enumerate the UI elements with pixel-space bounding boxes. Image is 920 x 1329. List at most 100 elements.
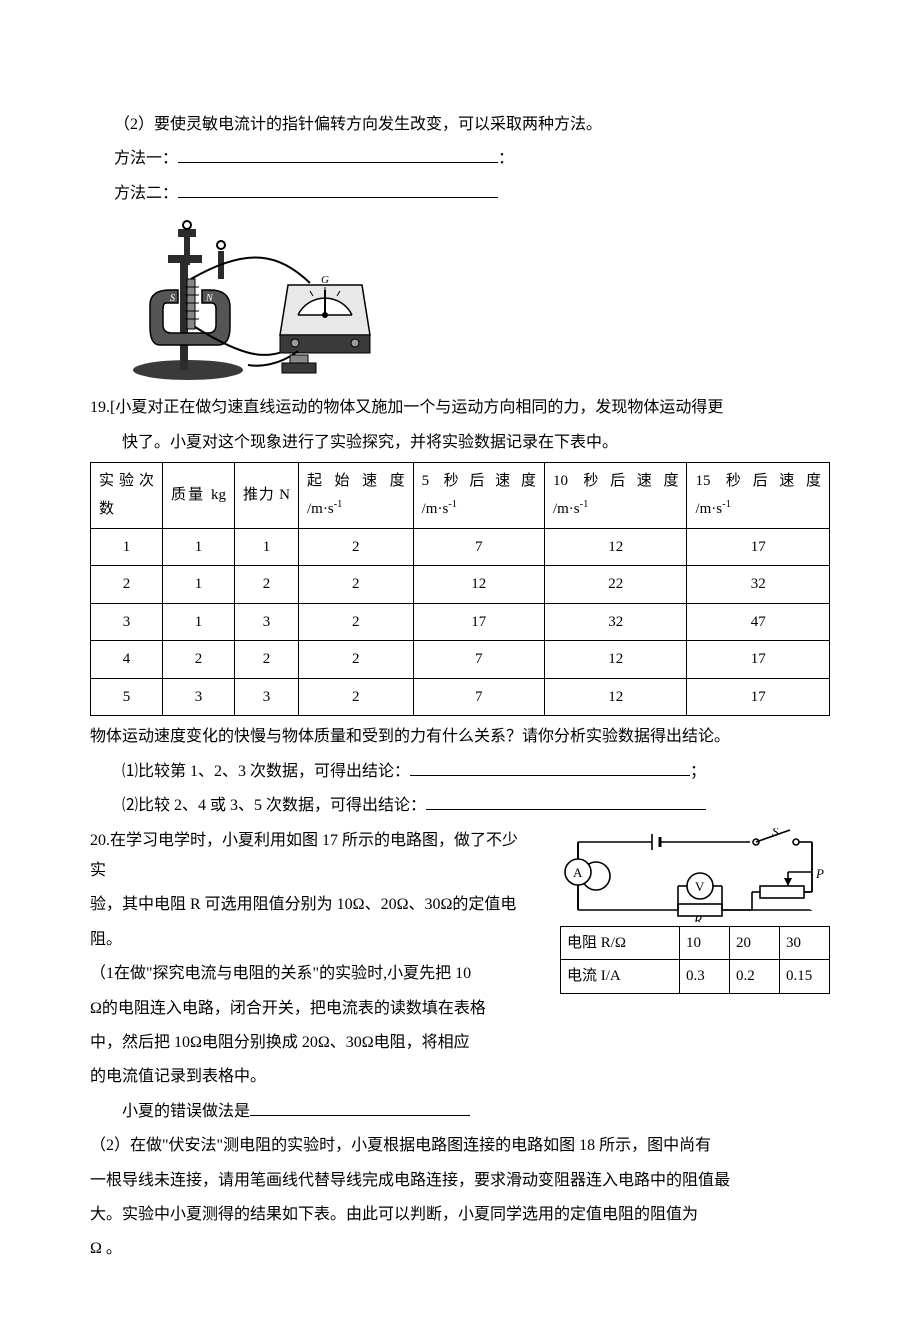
slider-p-label: P — [815, 866, 824, 881]
col-v10: 10 秒后速度 /m·s-1 — [544, 462, 687, 528]
table-cell: 2 — [235, 566, 299, 604]
small-table-cell: 20 — [730, 926, 780, 960]
q20-part2-b: 一根导线未连接，请用笔画线代替导线完成电路连接，要求滑动变阻器连入电路中的阻值最 — [90, 1166, 830, 1196]
q20-small-table: 电阻 R/Ω 10 20 30 电流 I/A 0.3 0.2 0.15 — [560, 926, 830, 994]
q20-part1-d: 的电流值记录到表格中。 — [90, 1062, 520, 1092]
q19-sub2-label: ⑵比较 2、4 或 3、5 次数据，可得出结论： — [122, 797, 426, 814]
table-cell: 17 — [413, 603, 544, 641]
table-cell: 17 — [687, 678, 830, 716]
col-v5: 5 秒后速度 /m·s-1 — [413, 462, 544, 528]
table-cell: 12 — [413, 566, 544, 604]
table-cell: 1 — [235, 528, 299, 566]
table-cell: 2 — [91, 566, 163, 604]
table-row: 111271217 — [91, 528, 830, 566]
table-cell: 1 — [163, 603, 235, 641]
q20-part1-b: Ω的电阻连入电路，闭合开关，把电流表的读数填在表格 — [90, 994, 520, 1024]
q20-part1-err-blank[interactable] — [250, 1100, 470, 1116]
q18-method2-blank[interactable] — [178, 182, 498, 198]
q20-side-panel: A V — [560, 828, 830, 994]
table-cell: 3 — [235, 678, 299, 716]
table-cell: 2 — [299, 566, 414, 604]
q19-question-text: 物体运动速度变化的快慢与物体质量和受到的力有什么关系？请你分析实验数据得出结论。 — [90, 722, 830, 752]
small-table-cell: 30 — [780, 926, 830, 960]
q20-part1-a: （1在做"探究电流与电阻的关系"的实验时,小夏先把 10 — [90, 959, 520, 989]
magnet-n-label: N — [205, 293, 214, 304]
q19-sub1-blank[interactable] — [410, 760, 690, 776]
q20-part2-d: Ω 。 — [90, 1234, 830, 1264]
q20-part1-c: 中，然后把 10Ω电阻分别换成 20Ω、30Ω电阻，将相应 — [90, 1028, 520, 1058]
small-table-cell: 10 — [680, 926, 730, 960]
table-cell: 32 — [687, 566, 830, 604]
small-table-cell: 0.15 — [780, 960, 830, 994]
table-cell: 4 — [91, 641, 163, 679]
table-cell: 22 — [544, 566, 687, 604]
q18-part2-text: （2）要使灵敏电流计的指针偏转方向发生改变，可以采取两种方法。 — [90, 110, 830, 140]
col-force: 推力 N — [235, 462, 299, 528]
small-table-r-label: 电阻 R/Ω — [561, 926, 680, 960]
table-cell: 17 — [687, 641, 830, 679]
table-row: 2122122232 — [91, 566, 830, 604]
table-cell: 2 — [235, 641, 299, 679]
table-cell: 2 — [163, 641, 235, 679]
table-cell: 2 — [299, 678, 414, 716]
magnet-s-label: S — [170, 293, 175, 304]
q20-circuit-figure: A V — [560, 828, 830, 922]
q18-method1-tail: ： — [498, 150, 514, 167]
table-cell: 17 — [687, 528, 830, 566]
table-cell: 3 — [91, 603, 163, 641]
q20-line3: 阻。 — [90, 925, 520, 955]
col-mass: 质量 kg — [163, 462, 235, 528]
q20-part1-err-line: 小夏的错误做法是 — [90, 1097, 830, 1127]
small-table-i-label: 电流 I/A — [561, 960, 680, 994]
table-cell: 3 — [235, 603, 299, 641]
voltmeter-label: V — [695, 879, 705, 894]
table-cell: 7 — [413, 641, 544, 679]
q19-sub1-label: ⑴比较第 1、2、3 次数据，可得出结论： — [122, 763, 410, 780]
galvanometer-icon: G — [280, 274, 370, 353]
table-cell: 32 — [544, 603, 687, 641]
table-cell: 12 — [544, 641, 687, 679]
col-v15: 15 秒后速度 /m·s-1 — [687, 462, 830, 528]
table-cell: 2 — [299, 641, 414, 679]
table-row: 422271217 — [91, 641, 830, 679]
table-cell: 2 — [299, 528, 414, 566]
table-row: 3132173247 — [91, 603, 830, 641]
q20-line2: 验，其中电阻 R 可选用阻值分别为 10Ω、20Ω、30Ω的定值电 — [90, 890, 520, 920]
table-cell: 5 — [91, 678, 163, 716]
q20-part2-a: （2）在做"伏安法"测电阻的实验时，小夏根据电路图连接的电路如图 18 所示，图… — [90, 1131, 830, 1161]
table-cell: 7 — [413, 528, 544, 566]
q18-method2-label: 方法二： — [114, 185, 178, 202]
table-cell: 1 — [163, 528, 235, 566]
q18-method2-line: 方法二： — [90, 179, 830, 209]
switch-s-label: S — [772, 828, 779, 839]
small-table-cell: 0.3 — [680, 960, 730, 994]
q18-apparatus-figure: S N G — [130, 215, 390, 385]
q19-sub2-line: ⑵比较 2、4 或 3、5 次数据，可得出结论： — [90, 791, 830, 821]
resistor-r-label: R — [693, 912, 702, 922]
table-cell: 7 — [413, 678, 544, 716]
q19-sub1-tail: ； — [690, 763, 706, 780]
q19-sub1-line: ⑴比较第 1、2、3 次数据，可得出结论： ； — [90, 757, 830, 787]
svg-text:G: G — [321, 274, 329, 286]
table-row: 电流 I/A 0.3 0.2 0.15 — [561, 960, 830, 994]
q20-section: 20.在学习电学时，小夏利用如图 17 所示的电路图，做了不少实 验，其中电阻 … — [90, 826, 830, 1093]
q20-line1: 20.在学习电学时，小夏利用如图 17 所示的电路图，做了不少实 — [90, 826, 520, 887]
table-row: 电阻 R/Ω 10 20 30 — [561, 926, 830, 960]
q18-method1-blank[interactable] — [178, 147, 498, 163]
q18-method1-label: 方法一： — [114, 150, 178, 167]
q20-part1-err-label: 小夏的错误做法是 — [122, 1103, 250, 1120]
table-cell: 2 — [299, 603, 414, 641]
q19-intro-line2: 快了。小夏对这个现象进行了实验探究，并将实验数据记录在下表中。 — [90, 428, 830, 458]
q19-data-table: 实验次数 质量 kg 推力 N 起始速度 /m·s-1 5 秒后速度 /m·s-… — [90, 462, 830, 717]
table-cell: 12 — [544, 678, 687, 716]
q19-sub2-blank[interactable] — [426, 794, 706, 810]
col-v0: 起始速度 /m·s-1 — [299, 462, 414, 528]
ammeter-label: A — [573, 865, 583, 880]
table-cell: 3 — [163, 678, 235, 716]
table-header-row: 实验次数 质量 kg 推力 N 起始速度 /m·s-1 5 秒后速度 /m·s-… — [91, 462, 830, 528]
q19-intro-line1: 19.[小夏对正在做匀速直线运动的物体又施加一个与运动方向相同的力，发现物体运动… — [90, 393, 830, 423]
table-cell: 1 — [91, 528, 163, 566]
small-table-cell: 0.2 — [730, 960, 780, 994]
q20-part2-c: 大。实验中小夏测得的结果如下表。由此可以判断，小夏同学选用的定值电阻的阻值为 — [90, 1200, 830, 1230]
col-experiment: 实验次数 — [91, 462, 163, 528]
